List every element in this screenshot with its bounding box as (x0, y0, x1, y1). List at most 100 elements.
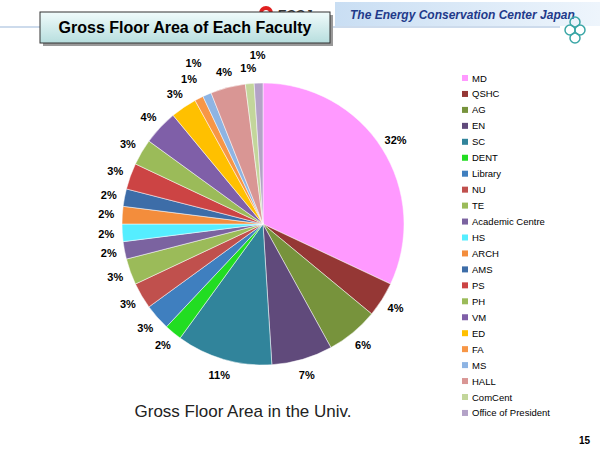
pie-slice (211, 84, 263, 224)
legend-swatch (462, 139, 468, 145)
data-label: 2% (98, 208, 114, 220)
legend-item: AG (462, 104, 486, 115)
page-number: 15 (579, 435, 591, 446)
legend-label: Library (472, 168, 501, 179)
legend-item: ComCent (462, 392, 512, 403)
legend-item: AMS (462, 264, 493, 275)
data-label: 4% (141, 111, 157, 123)
data-label: 3% (167, 88, 183, 100)
legend-swatch (462, 235, 468, 241)
data-label: 32% (385, 134, 407, 146)
legend-swatch (462, 155, 468, 161)
data-label: 3% (120, 298, 136, 310)
legend-swatch (462, 410, 468, 416)
legend-swatch (462, 171, 468, 177)
legend-label: ED (472, 328, 485, 339)
legend-item: Library (462, 168, 501, 179)
legend-swatch (462, 346, 468, 352)
legend-swatch (462, 123, 468, 129)
legend-label: HS (472, 232, 485, 243)
legend-swatch (462, 362, 468, 368)
data-label: 1% (181, 73, 197, 85)
pie-slice (245, 83, 263, 224)
data-label: 3% (120, 138, 136, 150)
legend-item: HALL (462, 376, 496, 387)
legend-swatch (462, 203, 468, 209)
data-label: 1% (250, 49, 266, 61)
legend-swatch (462, 298, 468, 304)
legend-label: MD (472, 73, 487, 84)
legend-swatch (462, 378, 468, 384)
legend-label: VM (472, 312, 486, 323)
slide: The Energy Conservation Center JapanECCJ… (0, 0, 600, 450)
legend-item: FA (462, 344, 484, 355)
legend-label: SC (472, 136, 485, 147)
legend-swatch (462, 394, 468, 400)
pie (122, 83, 404, 365)
legend-item: ARCH (462, 248, 499, 259)
legend-item: Academic Centre (462, 216, 545, 227)
legend-item: PH (462, 296, 485, 307)
data-label: 4% (388, 302, 404, 314)
chart-title: Gross Floor Area of Each Faculty (59, 19, 312, 36)
legend-item: EN (462, 120, 485, 131)
chart-subtitle: Gross Floor Area in the Univ. (135, 402, 352, 421)
data-label: 2% (98, 228, 114, 240)
legend-item: SC (462, 136, 485, 147)
legend-label: QSHC (472, 88, 500, 99)
data-label: 6% (355, 339, 371, 351)
data-label: 4% (216, 66, 232, 78)
data-label: 2% (155, 339, 171, 351)
legend-label: PS (472, 280, 485, 291)
legend-item: ED (462, 328, 485, 339)
legend-label: EN (472, 120, 485, 131)
header-organization: The Energy Conservation Center Japan (350, 8, 575, 22)
legend-label: AMS (472, 264, 493, 275)
data-labels: 32%4%6%7%11%2%3%3%3%2%2%2%2%3%3%4%3%1%1%… (98, 49, 406, 381)
legend: MD QSHC AG EN SC DENT Library NU TE Academic Cent… (462, 73, 550, 419)
data-label: 2% (101, 247, 117, 259)
legend-swatch (462, 75, 468, 81)
data-label: 1% (240, 62, 256, 74)
legend-label: AG (472, 104, 486, 115)
pie-slice (254, 83, 263, 224)
legend-label: ARCH (472, 248, 499, 259)
legend-label: Office of President (472, 407, 550, 418)
legend-swatch (462, 330, 468, 336)
legend-label: TE (472, 200, 484, 211)
data-label: 3% (107, 165, 123, 177)
legend-label: MS (472, 360, 486, 371)
legend-item: Office of President (462, 407, 550, 418)
data-label: 11% (208, 369, 230, 381)
data-label: 2% (101, 189, 117, 201)
legend-label: HALL (472, 376, 496, 387)
legend-label: ComCent (472, 392, 512, 403)
data-label: 3% (107, 271, 123, 283)
data-label: 3% (137, 322, 153, 334)
legend-item: MD (462, 73, 487, 84)
legend-swatch (462, 250, 468, 256)
legend-swatch (462, 314, 468, 320)
legend-item: QSHC (462, 88, 500, 99)
clover-leaf (570, 33, 580, 43)
clover-leaf (570, 17, 580, 27)
legend-swatch (462, 282, 468, 288)
header-band (335, 2, 600, 26)
legend-item: NU (462, 184, 486, 195)
legend-swatch (462, 266, 468, 272)
legend-item: VM (462, 312, 486, 323)
legend-swatch (462, 91, 468, 97)
legend-label: NU (472, 184, 486, 195)
legend-item: PS (462, 280, 485, 291)
pie-slice (263, 224, 331, 365)
pie-slice (122, 224, 263, 242)
legend-item: TE (462, 200, 484, 211)
legend-item: DENT (462, 152, 498, 163)
legend-label: Academic Centre (472, 216, 545, 227)
legend-item: HS (462, 232, 485, 243)
legend-swatch (462, 187, 468, 193)
data-label: 1% (186, 57, 202, 69)
legend-item: MS (462, 360, 486, 371)
legend-label: FA (472, 344, 484, 355)
legend-swatch (462, 219, 468, 225)
